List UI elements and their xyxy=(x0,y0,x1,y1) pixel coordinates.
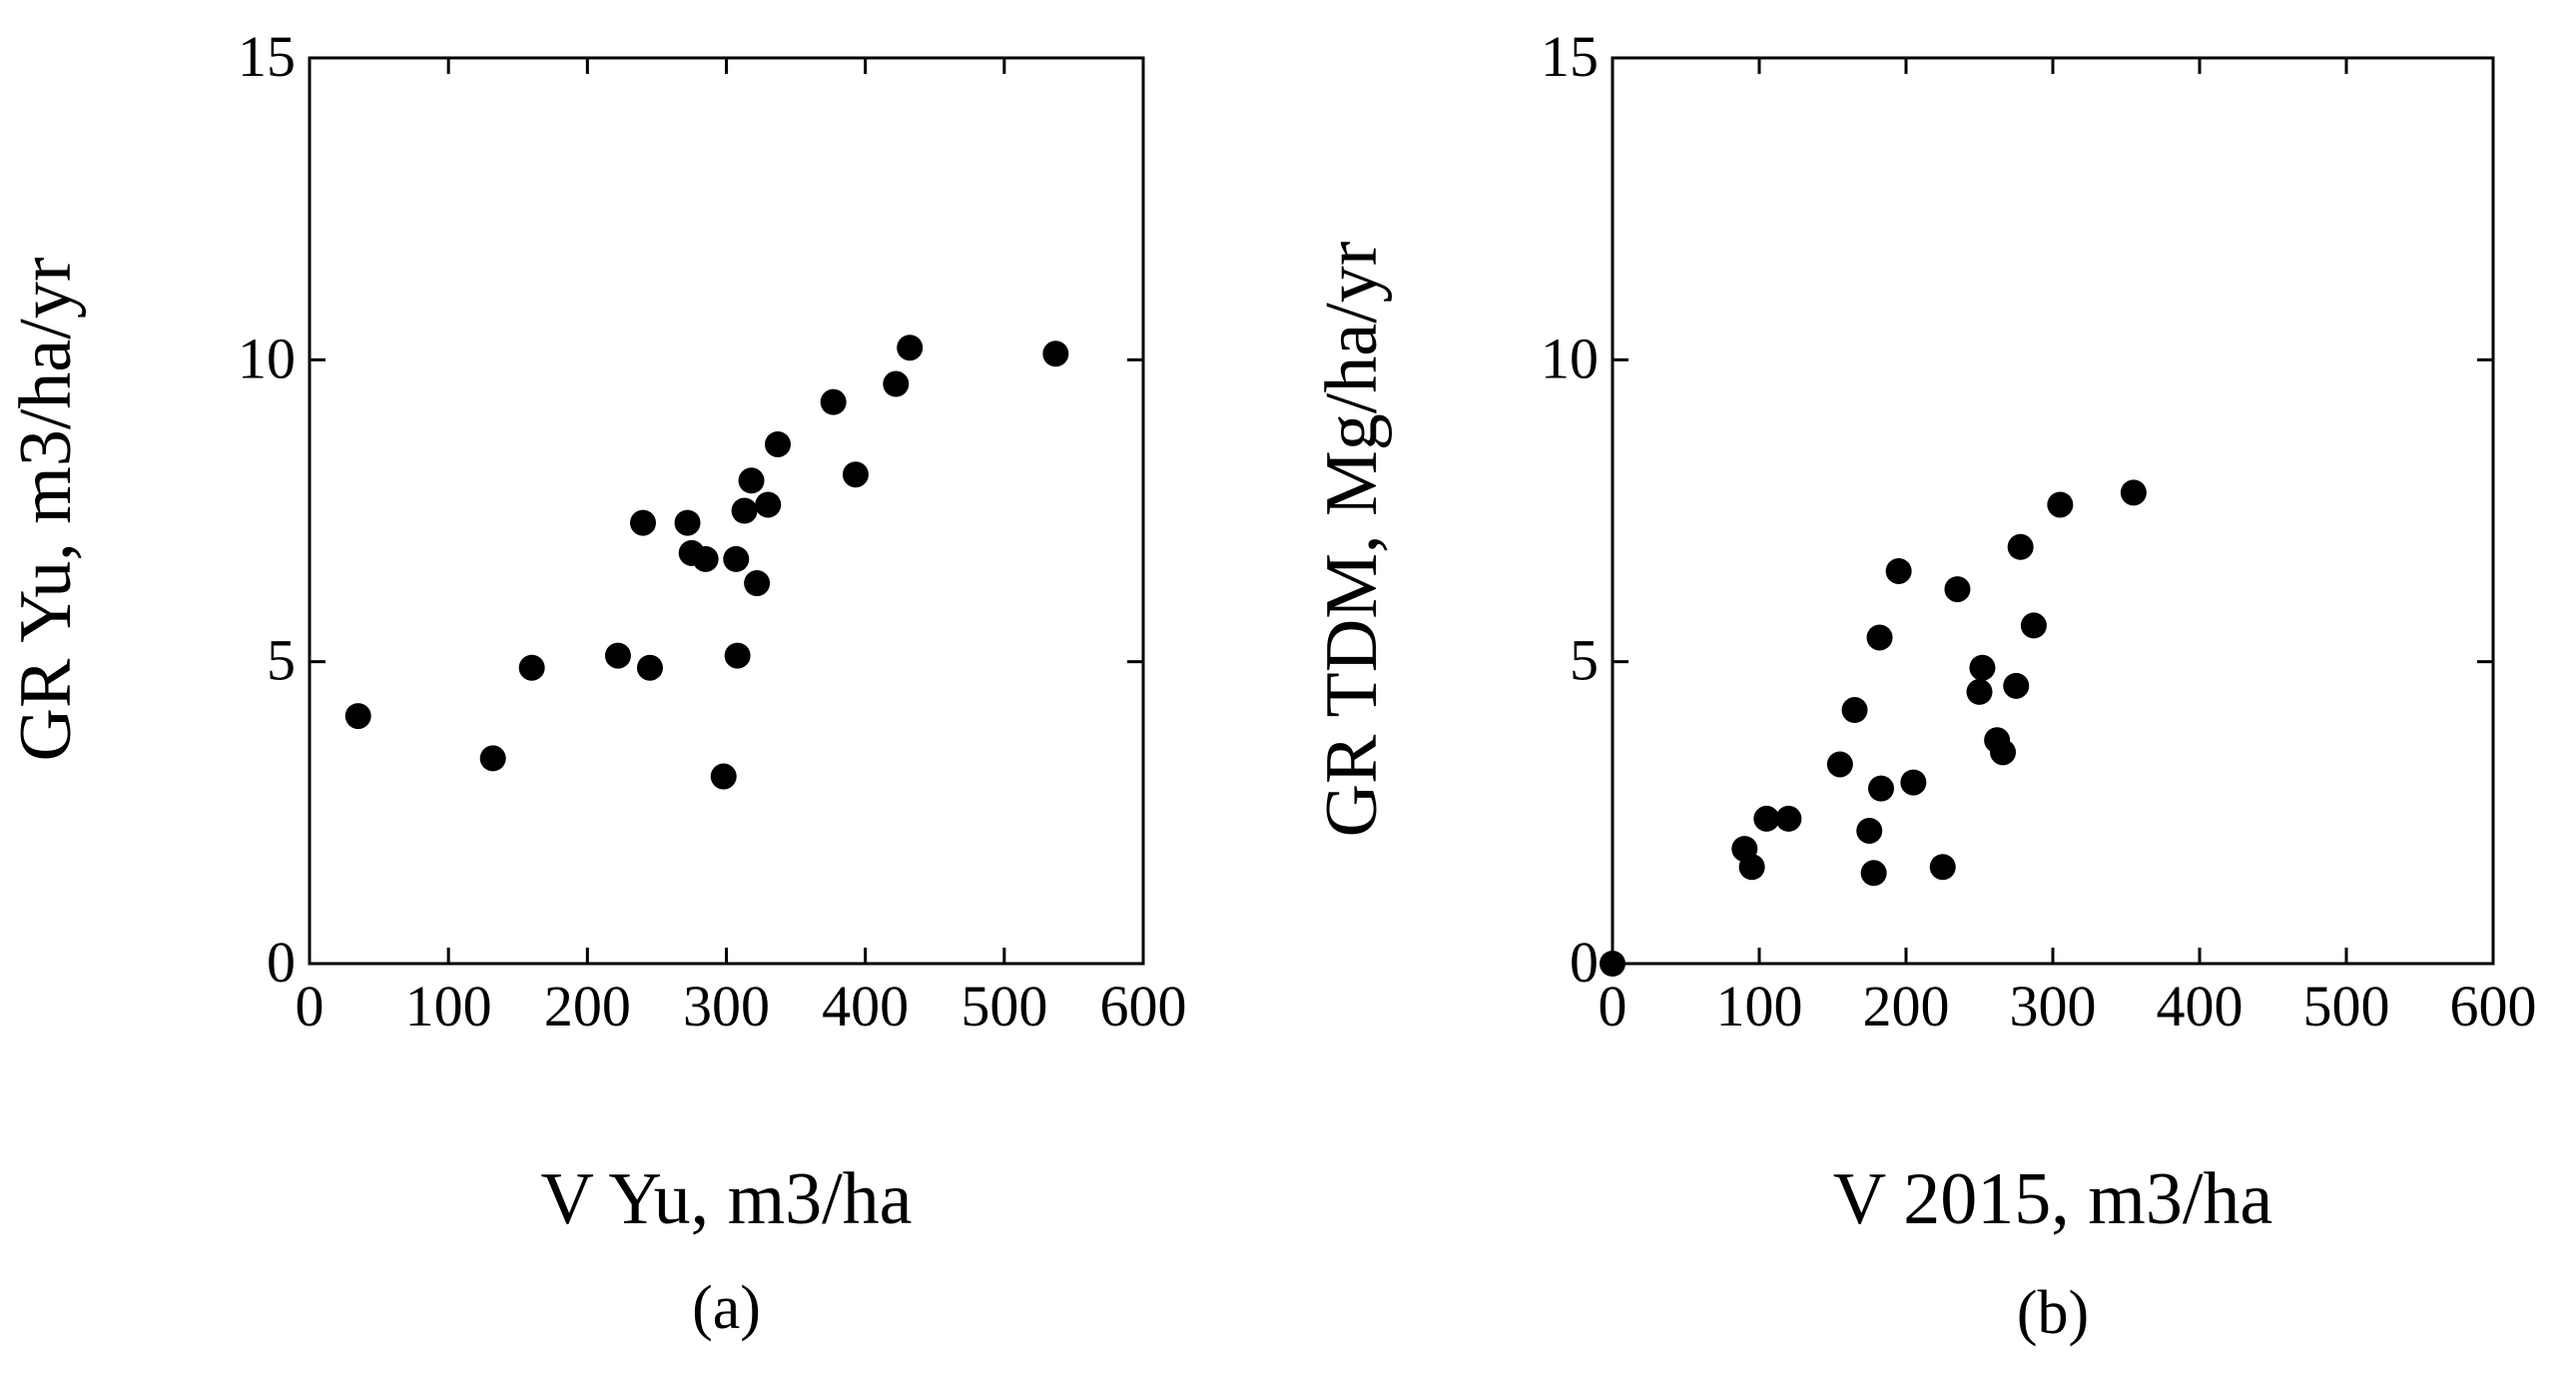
y-tick-label: 15 xyxy=(1541,24,1599,89)
data-point xyxy=(1868,775,1895,802)
data-point xyxy=(764,430,791,457)
y-axis-title: GR Yu, m3/ha/yr xyxy=(5,258,87,762)
y-tick-label: 10 xyxy=(1541,326,1599,390)
data-point xyxy=(1885,557,1912,584)
x-tick-label: 0 xyxy=(1599,974,1627,1038)
data-point xyxy=(1944,576,1971,603)
data-point xyxy=(744,570,771,597)
data-point xyxy=(1600,951,1625,977)
y-tick-label: 10 xyxy=(238,326,296,390)
data-point xyxy=(2120,479,2147,506)
panel-label: (a) xyxy=(692,1274,761,1342)
data-point xyxy=(1860,860,1887,887)
x-tick-label: 600 xyxy=(2450,974,2537,1038)
data-point xyxy=(2003,672,2030,699)
x-tick-label: 200 xyxy=(544,974,631,1038)
data-point xyxy=(630,509,656,536)
x-tick-label: 400 xyxy=(2157,974,2244,1038)
data-point xyxy=(1929,854,1956,881)
data-point xyxy=(1866,624,1893,651)
plot-frame xyxy=(308,56,1145,966)
data-point xyxy=(1856,817,1883,844)
data-point xyxy=(1042,341,1069,367)
y-tick-label: 0 xyxy=(267,930,296,995)
y-tick-label: 0 xyxy=(1570,930,1599,995)
data-point xyxy=(731,497,758,524)
x-tick-label: 400 xyxy=(822,974,909,1038)
data-point xyxy=(1775,805,1802,832)
data-point xyxy=(1738,854,1765,881)
x-tick-label: 500 xyxy=(2303,974,2390,1038)
x-tick-label: 100 xyxy=(405,974,492,1038)
data-point xyxy=(692,545,719,572)
data-point xyxy=(2007,533,2034,560)
x-axis-title: V Yu, m3/ha xyxy=(540,1158,912,1240)
data-point xyxy=(1969,654,1996,681)
data-point xyxy=(518,654,545,681)
y-tick-label: 15 xyxy=(238,24,296,89)
y-tick-label: 5 xyxy=(1570,628,1599,693)
panel-b: 0 100 200 300 400 500 600 0 5 10 15 V 2015, m3/ha GR… xyxy=(1311,24,2537,1347)
data-point xyxy=(344,703,371,730)
data-point xyxy=(842,461,869,488)
data-point xyxy=(1753,805,1780,832)
data-point xyxy=(723,545,750,572)
x-tick-label: 100 xyxy=(1716,974,1803,1038)
x-tick-label: 500 xyxy=(961,974,1047,1038)
data-point xyxy=(1826,751,1853,778)
data-point xyxy=(820,388,847,415)
data-point xyxy=(479,745,506,772)
x-tick-label: 600 xyxy=(1100,974,1187,1038)
data-point xyxy=(755,491,782,518)
panel-label: (b) xyxy=(2017,1279,2089,1347)
data-point xyxy=(897,335,924,361)
data-point xyxy=(1966,678,1993,705)
x-tick-label: 0 xyxy=(296,974,324,1038)
data-point xyxy=(710,763,737,790)
data-point xyxy=(1841,697,1868,724)
data-point xyxy=(636,654,663,681)
data-point xyxy=(724,642,751,669)
panel-a: 0 100 200 300 400 500 600 0 5 10 15 V Yu, m3/ha GR Y… xyxy=(5,24,1187,1342)
data-point xyxy=(1900,769,1927,796)
data-point xyxy=(674,509,701,536)
y-axis-title: GR TDM, Mg/ha/yr xyxy=(1311,242,1393,838)
y-tick-label: 5 xyxy=(267,628,296,693)
data-point xyxy=(604,642,631,669)
data-point xyxy=(1990,739,2017,766)
data-point xyxy=(2020,612,2047,639)
data-point xyxy=(2047,491,2074,518)
data-point xyxy=(883,370,910,397)
x-tick-label: 200 xyxy=(1863,974,1950,1038)
data-point xyxy=(738,467,765,494)
x-tick-label: 300 xyxy=(683,974,770,1038)
x-axis-title: V 2015, m3/ha xyxy=(1833,1158,2273,1240)
x-tick-label: 300 xyxy=(2010,974,2097,1038)
